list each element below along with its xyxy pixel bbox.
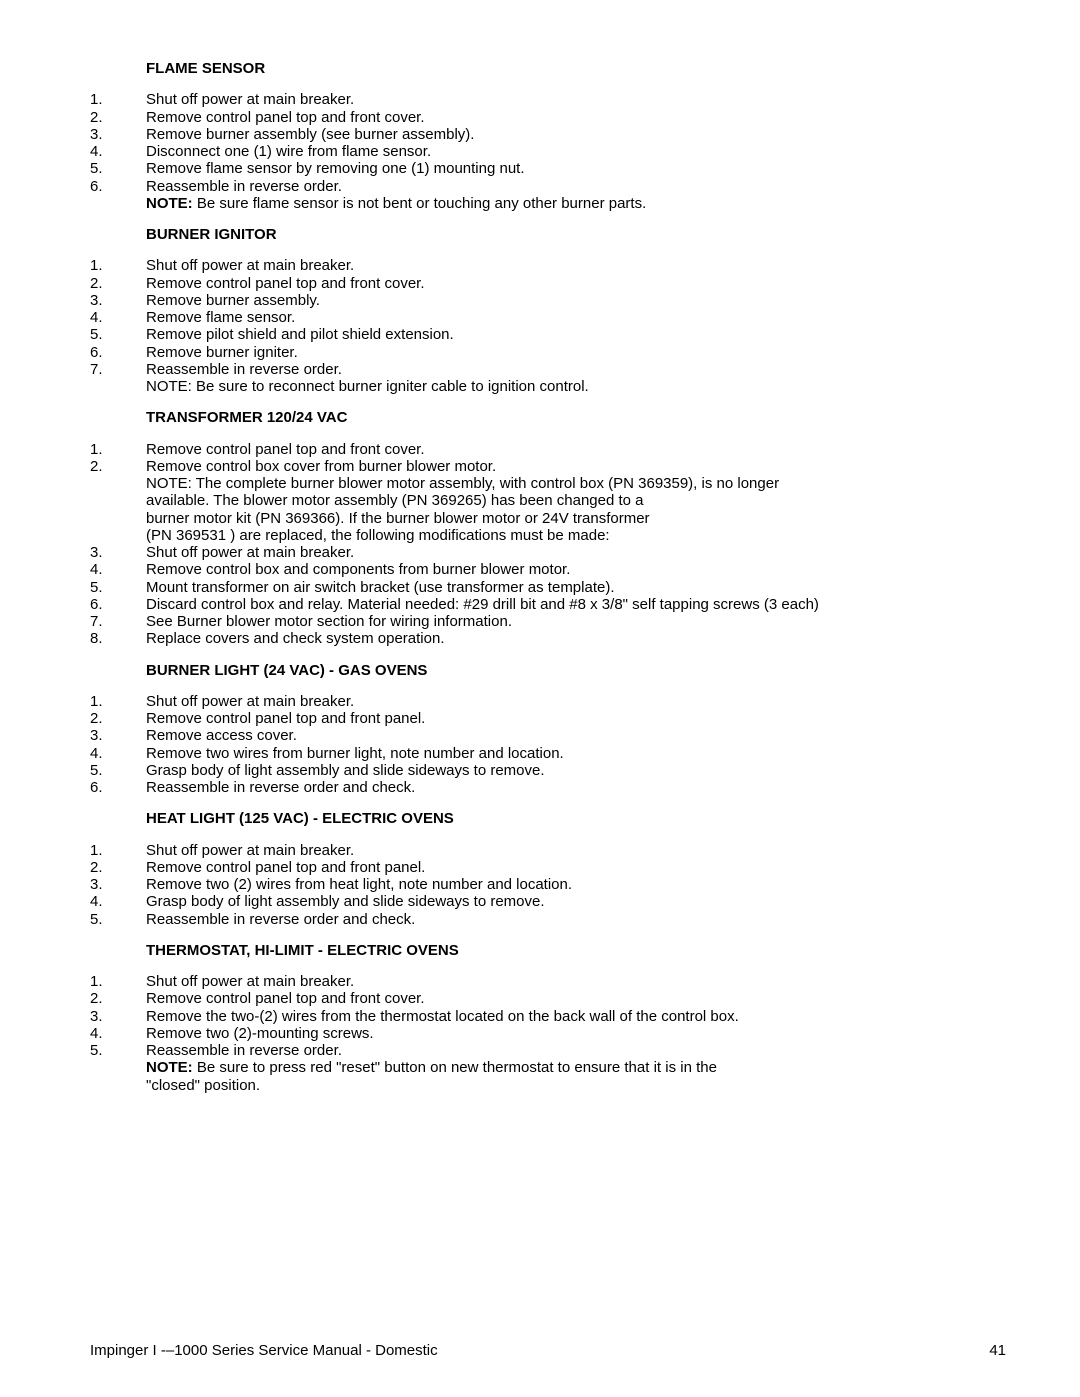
note-line: "closed" position. [90,1077,1006,1094]
step-num: 5. [90,1042,146,1059]
page: FLAME SENSOR 1.Shut off power at main br… [0,0,1080,1397]
step-text: Remove flame sensor by removing one (1) … [146,160,1006,177]
step-text: Replace covers and check system operatio… [146,630,1006,647]
step-num: 5. [90,579,146,596]
step-text: Shut off power at main breaker. [146,91,1006,108]
step-num: 7. [90,613,146,630]
step-num: 1. [90,973,146,990]
section-title: FLAME SENSOR [90,60,1006,77]
step-list: 1.Shut off power at main breaker. 2.Remo… [90,257,1006,395]
step-num: 4. [90,561,146,578]
step-text: See Burner blower motor section for wiri… [146,613,1006,630]
step-text: Remove control panel top and front cover… [146,441,1006,458]
note-line: NOTE: Be sure flame sensor is not bent o… [90,195,1006,212]
step-num: 3. [90,727,146,744]
step-num: 3. [90,876,146,893]
step-text: available. The blower motor assembly (PN… [146,492,1006,509]
note-line: NOTE: Be sure to reconnect burner ignite… [90,378,1006,395]
step-num: 2. [90,275,146,292]
step-text: Remove burner assembly. [146,292,1006,309]
note-line: NOTE: Be sure to press red "reset" butto… [90,1059,1006,1076]
section-title: BURNER LIGHT (24 VAC) - GAS OVENS [90,662,1006,679]
step-text: Remove control box and components from b… [146,561,1006,578]
step-text: Remove burner assembly (see burner assem… [146,126,1006,143]
step-text: Remove burner igniter. [146,344,1006,361]
step-text: Remove two (2)-mounting screws. [146,1025,1006,1042]
step-text: Reassemble in reverse order and check. [146,911,1006,928]
step-text: (PN 369531 ) are replaced, the following… [146,527,1006,544]
step-text: Shut off power at main breaker. [146,257,1006,274]
step-num: 6. [90,596,146,613]
step-num: 5. [90,762,146,779]
step-text: Reassemble in reverse order and check. [146,779,1006,796]
step-text: Grasp body of light assembly and slide s… [146,762,1006,779]
step-list: 1.Shut off power at main breaker. 2.Remo… [90,693,1006,797]
step-num: 4. [90,309,146,326]
step-text: burner motor kit (PN 369366). If the bur… [146,510,1006,527]
step-num: 4. [90,1025,146,1042]
step-num: 5. [90,160,146,177]
step-num: 4. [90,745,146,762]
step-text: Reassemble in reverse order. [146,1042,1006,1059]
step-text: Remove access cover. [146,727,1006,744]
step-text: Remove two (2) wires from heat light, no… [146,876,1006,893]
step-list: 1.Shut off power at main breaker. 2.Remo… [90,91,1006,212]
section-title: BURNER IGNITOR [90,226,1006,243]
step-text: Remove control panel top and front cover… [146,109,1006,126]
step-num: 8. [90,630,146,647]
step-text: Grasp body of light assembly and slide s… [146,893,1006,910]
step-text: Mount transformer on air switch bracket … [146,579,1006,596]
step-list: 1.Shut off power at main breaker. 2.Remo… [90,973,1006,1094]
step-num: 2. [90,458,146,475]
step-num: 4. [90,893,146,910]
step-text: Shut off power at main breaker. [146,842,1006,859]
step-num: 3. [90,1008,146,1025]
step-num: 1. [90,693,146,710]
step-text: Remove control panel top and front panel… [146,710,1006,727]
step-text: Remove flame sensor. [146,309,1006,326]
footer-left: Impinger I -–1000 Series Service Manual … [90,1342,438,1359]
step-num: 5. [90,326,146,343]
step-num: 2. [90,990,146,1007]
step-num: 2. [90,710,146,727]
step-text: Remove the two-(2) wires from the thermo… [146,1008,1006,1025]
step-num: 4. [90,143,146,160]
step-list: 1.Shut off power at main breaker. 2.Remo… [90,842,1006,928]
step-text: Remove pilot shield and pilot shield ext… [146,326,1006,343]
section-title: THERMOSTAT, HI-LIMIT - ELECTRIC OVENS [90,942,1006,959]
step-text: Shut off power at main breaker. [146,544,1006,561]
step-text: Remove control panel top and front panel… [146,859,1006,876]
step-text: Remove control panel top and front cover… [146,275,1006,292]
section-title: HEAT LIGHT (125 VAC) - ELECTRIC OVENS [90,810,1006,827]
step-num: 6. [90,779,146,796]
page-footer: Impinger I -–1000 Series Service Manual … [90,1342,1006,1359]
step-text: Disconnect one (1) wire from flame senso… [146,143,1006,160]
step-num: 1. [90,257,146,274]
step-num: 6. [90,178,146,195]
step-text: Reassemble in reverse order. [146,361,1006,378]
step-num: 2. [90,859,146,876]
step-text: NOTE: The complete burner blower motor a… [146,475,1006,492]
step-num: 6. [90,344,146,361]
step-num: 3. [90,126,146,143]
step-text: Remove control box cover from burner blo… [146,458,1006,475]
step-text: Discard control box and relay. Material … [146,596,1006,613]
step-num: 3. [90,292,146,309]
step-num: 1. [90,441,146,458]
step-num: 5. [90,911,146,928]
step-text: Reassemble in reverse order. [146,178,1006,195]
step-text: Remove control panel top and front cover… [146,990,1006,1007]
step-text: Shut off power at main breaker. [146,973,1006,990]
step-num: 1. [90,842,146,859]
step-text: Remove two wires from burner light, note… [146,745,1006,762]
step-num: 7. [90,361,146,378]
section-title: TRANSFORMER 120/24 VAC [90,409,1006,426]
page-number: 41 [989,1342,1006,1359]
step-text: Shut off power at main breaker. [146,693,1006,710]
step-num: 2. [90,109,146,126]
step-list: 1.Remove control panel top and front cov… [90,441,1006,648]
step-num: 3. [90,544,146,561]
step-num: 1. [90,91,146,108]
